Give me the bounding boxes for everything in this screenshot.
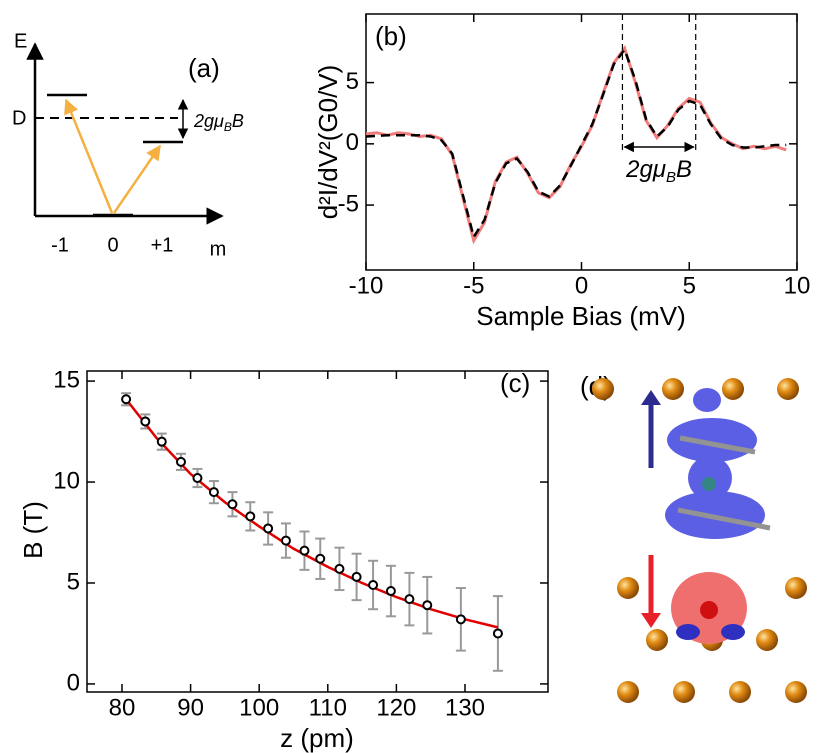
annotation: 2gμBB — [625, 156, 692, 186]
data-point — [192, 473, 203, 483]
plot-frame — [365, 13, 798, 271]
data-point — [263, 523, 274, 534]
data-point — [121, 394, 132, 405]
y-tick-label: 5 — [67, 568, 80, 595]
x-tick-label: 10 — [784, 272, 811, 299]
fit-line — [125, 398, 499, 629]
x-tick-label: 5 — [683, 272, 696, 299]
data-point — [492, 628, 503, 639]
y-axis-label: d²I/dV²(G0/V) — [313, 65, 343, 220]
data-point — [280, 535, 291, 546]
data-point — [385, 586, 396, 597]
spin-arrow-head — [641, 613, 661, 628]
transition-arrow — [112, 144, 162, 214]
x-tick-label: 120 — [376, 694, 416, 721]
m-tick-label: 0 — [107, 234, 118, 256]
panel-label: (c) — [500, 368, 530, 398]
y-tick-label: 5 — [346, 68, 359, 95]
m-tick-label: -1 — [51, 234, 69, 256]
panel-a: E D (a) 2gμBB -1 0 +1 m — [12, 30, 244, 260]
panel-d: (d) — [580, 371, 807, 703]
x-tick-label: 0 — [575, 272, 588, 299]
x-tick-label: 80 — [109, 694, 136, 721]
m-axis-label: m — [210, 238, 227, 260]
data-point — [422, 600, 433, 611]
spin-density-up — [665, 388, 771, 539]
annotation-sub: B — [666, 169, 676, 186]
transition-arrow — [64, 98, 114, 214]
x-axis-label: Sample Bias (mV) — [476, 301, 686, 331]
annotation: 2gμBB — [193, 111, 244, 134]
annotation-text: 2gμ — [625, 156, 666, 183]
data-point — [404, 594, 415, 605]
panel-label: (b) — [375, 21, 407, 51]
x-tick-label: 90 — [177, 694, 204, 721]
data-point — [351, 571, 362, 582]
y-tick-label: 0 — [67, 669, 80, 696]
data-point — [208, 487, 219, 498]
annotation-text: 2gμ — [193, 111, 224, 131]
data-point — [140, 416, 151, 427]
panel-label: (a) — [188, 53, 220, 83]
spin-arrow-head — [641, 390, 661, 405]
x-tick-label: 110 — [309, 694, 347, 721]
m-tick-label: +1 — [151, 234, 174, 256]
plot-frame — [86, 370, 549, 693]
y-tick-label: 10 — [53, 467, 80, 494]
data-point — [368, 580, 379, 590]
data-point — [455, 614, 466, 625]
x-tick-label: -5 — [463, 272, 484, 299]
data-point — [245, 511, 256, 522]
y-axis-label: B (T) — [18, 501, 48, 559]
x-tick-label: 130 — [445, 694, 485, 721]
annotation-after: B — [232, 111, 244, 131]
cu-atoms — [592, 378, 807, 703]
data-point — [334, 563, 345, 574]
x-tick-label: 100 — [239, 694, 279, 721]
data-point — [227, 499, 238, 510]
annotation-after: B — [676, 156, 692, 183]
y-tick-label: 0 — [346, 129, 359, 156]
energy-label: E — [14, 30, 27, 52]
data-point — [315, 553, 326, 564]
data-point — [299, 545, 310, 556]
line-series — [365, 45, 787, 245]
data-point — [175, 456, 186, 467]
line-series — [365, 46, 787, 241]
y-tick-label: -5 — [338, 190, 359, 217]
x-tick-label: -10 — [349, 272, 384, 299]
y-tick-label: 15 — [53, 366, 80, 393]
d-label: D — [12, 107, 26, 129]
x-axis-label: z (pm) — [280, 723, 354, 753]
data-point — [156, 436, 167, 447]
spin-density-down — [671, 572, 747, 644]
annotation-sub: B — [224, 120, 232, 134]
